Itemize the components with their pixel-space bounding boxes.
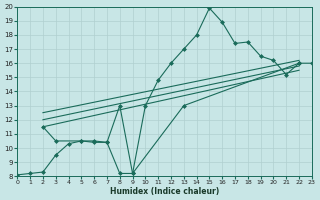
X-axis label: Humidex (Indice chaleur): Humidex (Indice chaleur): [110, 187, 219, 196]
